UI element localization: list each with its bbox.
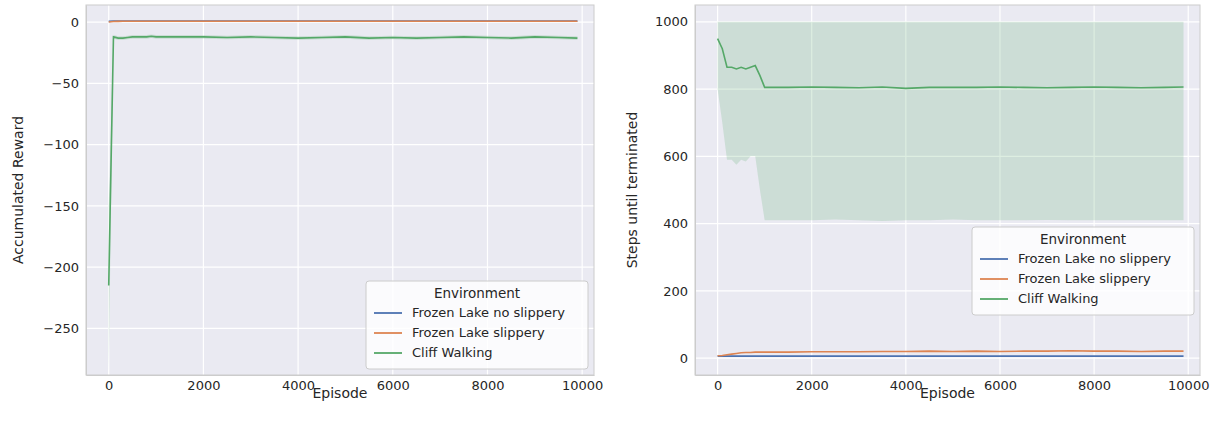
plot-frame	[695, 5, 1200, 375]
series-line	[109, 20, 578, 22]
tick-label: 2000	[796, 378, 829, 393]
legend-title: Environment	[1040, 231, 1126, 247]
tick-label: 10000	[562, 378, 603, 393]
tick: 800	[663, 82, 695, 97]
tick-label: 0	[71, 15, 79, 30]
y-axis-title: Accumulated Reward	[10, 116, 26, 264]
tick-label: 6000	[984, 378, 1017, 393]
plot-frame	[86, 5, 594, 375]
series-line	[718, 355, 1184, 357]
tick: 10000	[562, 375, 603, 393]
grid-line-x	[203, 5, 204, 375]
legend-title: Environment	[434, 285, 520, 301]
grid-line-y	[86, 267, 594, 268]
tick: 6000	[377, 375, 410, 393]
tick: 4000	[282, 375, 315, 393]
tick-label: 10000	[1168, 378, 1209, 393]
legend-box	[972, 227, 1194, 315]
tick: 0	[714, 375, 722, 393]
tick-label: 8000	[471, 378, 504, 393]
tick: −150	[43, 199, 86, 214]
figure: 0200040006000800010000−250−200−150−100−5…	[0, 0, 1226, 433]
series-line	[718, 351, 1184, 356]
tick: 1000	[655, 14, 695, 29]
legend: Environment Frozen Lake no slippery Frozen…	[972, 227, 1194, 315]
grid-line-y	[86, 144, 594, 145]
tick: 400	[663, 216, 695, 231]
tick-label: 0	[680, 351, 688, 366]
y-axis: 0 200 400 600 800 1000	[655, 6, 696, 376]
grid-line-y	[86, 22, 594, 23]
grid-line-y	[695, 358, 1200, 359]
legend-label: Frozen Lake slippery	[412, 325, 545, 340]
tick: 0	[105, 375, 113, 393]
tick: 0	[71, 15, 86, 30]
tick-label: −50	[52, 76, 79, 91]
plot-background	[86, 5, 594, 375]
legend-swatch	[980, 258, 1008, 260]
tick: 10000	[1168, 375, 1209, 393]
tick-label: 1000	[655, 14, 688, 29]
tick: 600	[663, 149, 695, 164]
grid	[695, 5, 1200, 375]
chart: 0 2000 4000 6000 8000 10000 −250 −200 −150 −100 −5…	[10, 5, 603, 401]
grid-line-y	[86, 83, 594, 84]
tick: 4000	[890, 375, 923, 393]
tick: 0	[680, 351, 695, 366]
tick-label: 600	[663, 149, 688, 164]
x-axis-title: Episode	[920, 385, 975, 401]
series-line	[109, 20, 578, 22]
tick-label: −150	[43, 199, 79, 214]
tick: −50	[52, 76, 86, 91]
tick: 6000	[984, 375, 1017, 393]
legend-box	[366, 281, 588, 369]
tick-label: 800	[663, 82, 688, 97]
tick-label: 2000	[187, 378, 220, 393]
legend: Environment Frozen Lake no slippery Frozen…	[366, 281, 588, 369]
tick: 2000	[187, 375, 220, 393]
y-axis-title: Steps until terminated	[624, 112, 640, 269]
tick-label: 0	[714, 378, 722, 393]
legend-label: Frozen Lake no slippery	[412, 305, 565, 320]
tick-label: 6000	[377, 378, 410, 393]
series-line	[718, 39, 1184, 89]
legend-label: Cliff Walking	[412, 345, 493, 360]
grid	[86, 5, 594, 375]
grid-line-x	[1188, 5, 1189, 375]
y-axis: −250 −200 −150 −100 −50 0	[43, 6, 86, 376]
tick: 8000	[1078, 375, 1111, 393]
legend-swatch	[980, 278, 1008, 280]
x-axis-title: Episode	[313, 385, 368, 401]
tick-label: 4000	[890, 378, 923, 393]
tick-label: 4000	[282, 378, 315, 393]
confidence-band	[718, 22, 1184, 221]
legend-swatch	[374, 352, 402, 354]
grid-line-y	[86, 205, 594, 206]
tick: 200	[663, 284, 695, 299]
tick-label: 0	[105, 378, 113, 393]
legend-swatch	[980, 298, 1008, 300]
tick-label: 200	[663, 284, 688, 299]
legend-swatch	[374, 332, 402, 334]
tick: −200	[43, 260, 86, 275]
legend-label: Frozen Lake no slippery	[1018, 251, 1171, 266]
tick: 2000	[796, 375, 829, 393]
tick: 8000	[471, 375, 504, 393]
tick-label: 400	[663, 216, 688, 231]
tick: −100	[43, 137, 86, 152]
marks	[109, 21, 578, 371]
grid-line-x	[298, 5, 299, 375]
legend-swatch	[374, 312, 402, 314]
tick-label: −200	[43, 260, 79, 275]
grid-line-y	[695, 223, 1200, 224]
chart: 0 2000 4000 6000 8000 10000 0 200 400 600 800 1000 E…	[624, 5, 1209, 401]
legend-label: Frozen Lake slippery	[1018, 271, 1151, 286]
tick-label: −100	[43, 137, 79, 152]
series-line	[109, 36, 578, 285]
tick-label: 8000	[1078, 378, 1111, 393]
tick: −250	[43, 321, 86, 336]
legend-label: Cliff Walking	[1018, 291, 1099, 306]
tick-label: −250	[43, 321, 79, 336]
plot-background	[695, 5, 1200, 375]
